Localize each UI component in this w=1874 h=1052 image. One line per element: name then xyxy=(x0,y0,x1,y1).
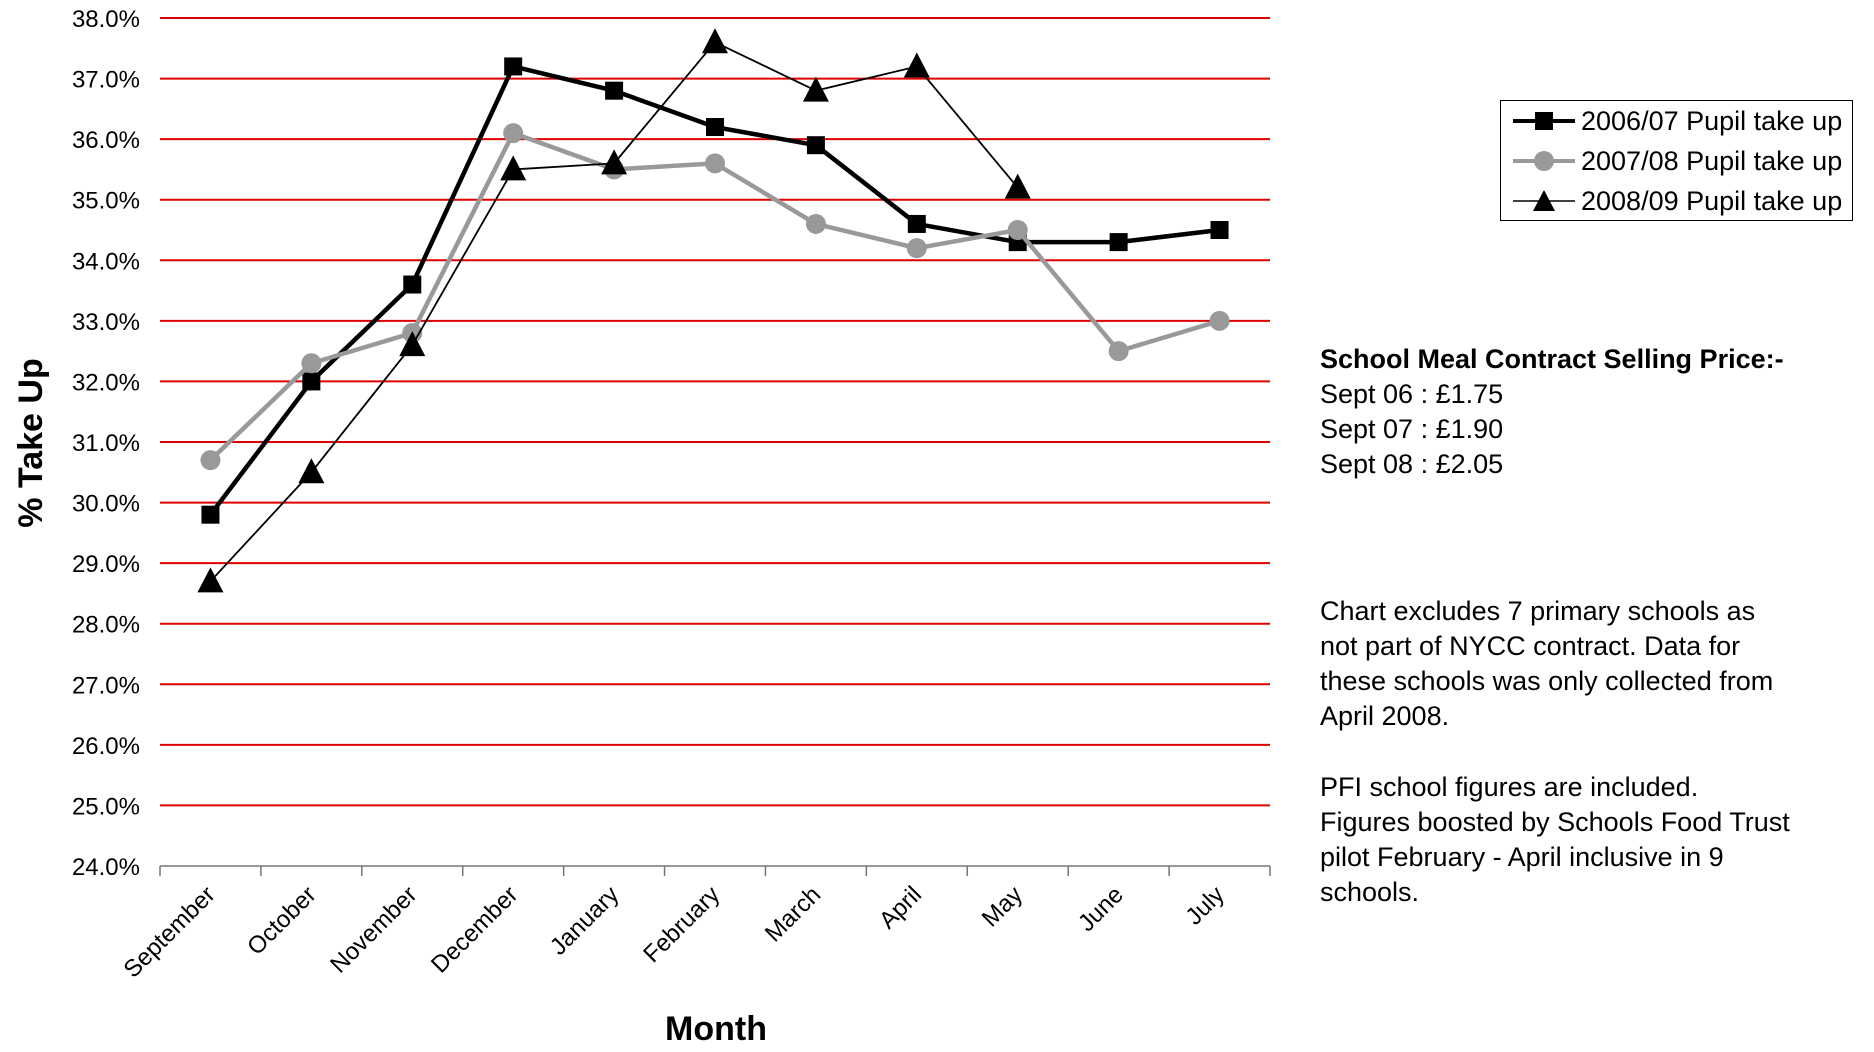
note-line: Figures boosted by Schools Food Trust xyxy=(1320,807,1790,837)
data-point-square xyxy=(806,136,825,155)
y-tick-label: 28.0% xyxy=(72,612,140,639)
data-point-square xyxy=(605,81,624,100)
legend: 2006/07 Pupil take up 2007/08 Pupil take… xyxy=(1500,100,1853,221)
price-line: Sept 07 : £1.90 xyxy=(1320,414,1504,444)
series-triangle xyxy=(197,28,1031,593)
legend-item-2008-09: 2008/09 Pupil take up xyxy=(1501,181,1852,221)
series-line xyxy=(209,41,1019,582)
y-tick-label: 37.0% xyxy=(72,67,140,94)
data-point-triangle xyxy=(802,76,829,102)
y-tick-label: 25.0% xyxy=(72,793,140,820)
data-point-square xyxy=(706,118,724,137)
legend-label: 2008/09 Pupil take up xyxy=(1581,185,1843,216)
x-tick-label: September xyxy=(119,881,221,983)
axes: 24.0% 25.0% 26.0% 27.0% 28.0% 29.0% 30.0% 31.0%… xyxy=(72,6,1271,983)
y-tick-label: 31.0% xyxy=(72,430,140,457)
circle-marker-icon xyxy=(1513,151,1575,171)
data-point-circle xyxy=(1209,310,1230,331)
x-tick-label: April xyxy=(874,881,927,934)
data-point-circle xyxy=(1007,220,1028,240)
data-point-square xyxy=(1210,221,1229,239)
data-point-square xyxy=(504,57,523,76)
x-tick-label: October xyxy=(242,881,321,960)
data-point-square xyxy=(907,214,926,233)
note-line: pilot February - April inclusive in 9 xyxy=(1320,842,1724,872)
data-point-triangle xyxy=(298,458,325,484)
data-point-square xyxy=(403,275,422,294)
data-point-circle xyxy=(805,213,826,234)
legend-item-2006-07: 2006/07 Pupil take up xyxy=(1501,101,1852,141)
price-info-title: School Meal Contract Selling Price:- xyxy=(1320,344,1784,374)
y-tick-label: 26.0% xyxy=(72,733,140,760)
x-tick-label: June xyxy=(1073,881,1129,937)
x-tick-label: January xyxy=(545,881,624,960)
data-point-circle xyxy=(906,238,927,259)
legend-label: 2006/07 Pupil take up xyxy=(1581,105,1843,136)
data-point-triangle xyxy=(903,52,930,78)
gridlines xyxy=(160,17,1270,807)
note-line: Chart excludes 7 primary schools as xyxy=(1320,596,1756,626)
data-point-circle xyxy=(705,153,725,174)
price-line: Sept 08 : £2.05 xyxy=(1320,449,1504,479)
note-line: these schools was only collected from xyxy=(1320,666,1774,696)
legend-label: 2007/08 Pupil take up xyxy=(1581,145,1843,176)
x-axis-label: Month xyxy=(665,1010,767,1048)
x-tick-label: December xyxy=(426,881,523,978)
y-tick-label: 34.0% xyxy=(72,248,140,275)
note-line: April 2008. xyxy=(1320,701,1450,731)
y-tick-label: 32.0% xyxy=(72,369,140,396)
data-point-triangle xyxy=(702,28,728,54)
price-info: School Meal Contract Selling Price:- Sep… xyxy=(1320,342,1784,482)
y-tick-label: 36.0% xyxy=(72,127,140,154)
x-tick-label: February xyxy=(638,881,725,968)
data-point-circle xyxy=(200,450,221,471)
x-tick-label: May xyxy=(977,881,1028,932)
x-tick-label: March xyxy=(760,881,826,947)
y-tick-label: 38.0% xyxy=(72,6,140,33)
note-line: PFI school figures are included. xyxy=(1320,772,1699,802)
data-point-circle xyxy=(301,353,322,374)
data-point-triangle xyxy=(197,567,224,593)
y-axis-label: % Take Up xyxy=(12,358,50,527)
data-point-triangle xyxy=(1004,173,1031,199)
y-tick-label: 35.0% xyxy=(72,188,140,215)
data-point-square xyxy=(201,505,220,524)
y-tick-label: 30.0% xyxy=(72,491,140,518)
series-line xyxy=(208,130,1221,462)
square-marker-icon xyxy=(1513,112,1575,130)
y-tick-label: 27.0% xyxy=(72,672,140,699)
pfi-note: PFI school figures are included. Figures… xyxy=(1320,770,1860,910)
y-tick-label: 33.0% xyxy=(72,309,140,336)
data-point-square xyxy=(1109,233,1128,252)
triangle-marker-icon xyxy=(1513,190,1575,211)
data-point-triangle xyxy=(399,331,426,357)
price-line: Sept 06 : £1.75 xyxy=(1320,379,1504,409)
data-point-triangle xyxy=(500,155,527,181)
note-line: schools. xyxy=(1320,877,1420,907)
y-tick-label: 29.0% xyxy=(72,551,140,578)
y-tick-label: 24.0% xyxy=(72,854,140,881)
exclusion-note: Chart excludes 7 primary schools as not … xyxy=(1320,594,1860,734)
x-tick-label: July xyxy=(1181,881,1230,930)
series-square xyxy=(201,57,1229,524)
data-point-triangle xyxy=(601,149,628,175)
note-line: not part of NYCC contract. Data for xyxy=(1320,631,1741,661)
data-point-circle xyxy=(1108,341,1129,362)
series-layer xyxy=(197,28,1230,593)
data-point-circle xyxy=(503,123,524,144)
x-tick-label: November xyxy=(325,881,422,978)
data-point-square xyxy=(302,372,321,391)
legend-item-2007-08: 2007/08 Pupil take up xyxy=(1501,141,1852,181)
